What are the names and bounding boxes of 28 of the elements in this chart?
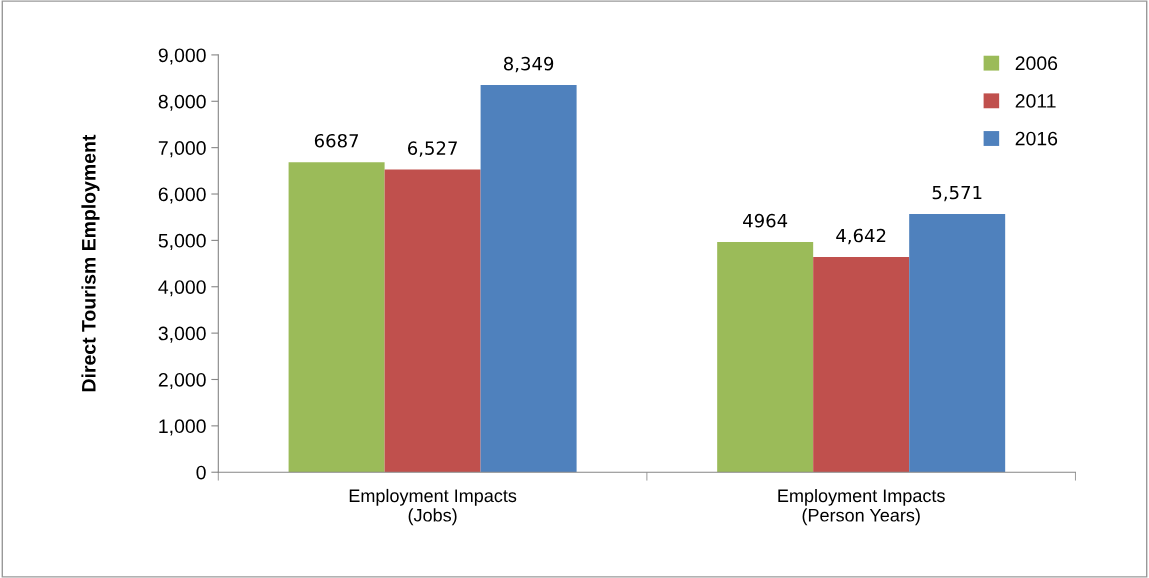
y-tick-label: 0 <box>196 465 206 480</box>
legend-label: 2006 <box>1015 56 1058 71</box>
bar <box>717 242 814 473</box>
y-tick-label: 6,000 <box>158 187 206 204</box>
y-tick-label: 8,000 <box>158 94 206 111</box>
x-tick-label: Employment Impacts (Jobs) <box>349 488 517 526</box>
bar <box>480 85 577 473</box>
data-label: 4964 <box>743 213 788 228</box>
bar <box>288 162 385 473</box>
data-label: 8,349 <box>503 56 554 73</box>
y-tick-label: 2,000 <box>158 372 206 390</box>
legend-label: 2011 <box>1015 94 1056 108</box>
bar <box>909 213 1006 473</box>
y-tick-label: 3,000 <box>158 326 206 343</box>
legend-label: 2016 <box>1015 131 1058 146</box>
y-tick-label: 4,000 <box>158 280 206 297</box>
bar <box>384 169 481 473</box>
y-tick-label: 7,000 <box>158 141 206 158</box>
y-tick-label: 1,000 <box>159 419 206 436</box>
data-label: 5,571 <box>932 185 982 202</box>
data-label: 6687 <box>314 133 359 148</box>
x-tick-label: Employment Impacts (Person Years) <box>778 488 945 526</box>
data-label: 6,527 <box>408 141 457 157</box>
bar <box>813 256 910 473</box>
y-axis-title: Direct Tourism Employment <box>81 134 100 392</box>
y-tick-label: 9,000 <box>158 48 206 65</box>
y-tick-label: 5,000 <box>158 233 206 250</box>
data-label: 4,642 <box>836 228 886 245</box>
